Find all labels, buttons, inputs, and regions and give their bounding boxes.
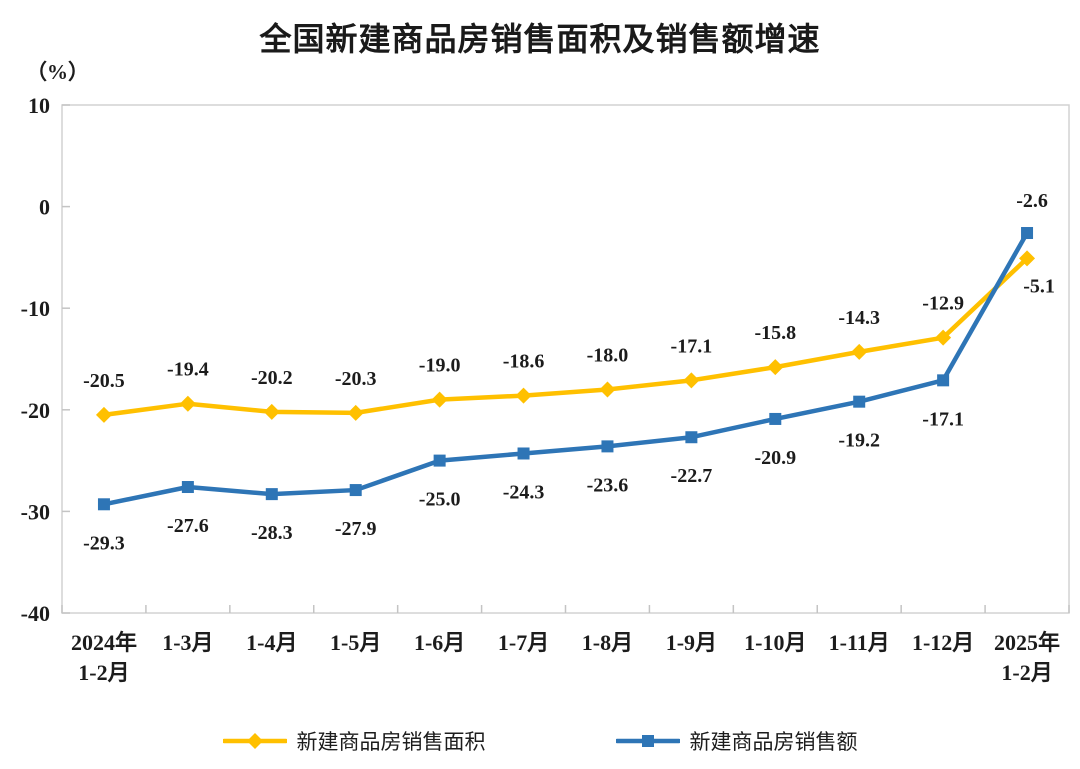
data-point-label: -14.3	[838, 307, 880, 329]
y-tick-label: -40	[21, 601, 50, 626]
data-point-marker	[97, 498, 110, 511]
data-point-label: -19.2	[838, 430, 880, 452]
data-point-marker	[515, 387, 532, 404]
data-point-label: -19.4	[167, 359, 209, 381]
series-line-sales-area	[101, 256, 1030, 418]
y-tick-label: -30	[21, 499, 50, 524]
x-category-label: 2024年 1-2月	[71, 630, 137, 685]
data-point-marker	[599, 381, 616, 398]
chart-legend: 新建商品房销售面积 新建商品房销售额	[0, 726, 1080, 756]
data-point-marker	[851, 343, 868, 360]
data-point-label: -22.7	[671, 465, 713, 487]
data-point-label: -27.6	[167, 515, 209, 537]
diamond-line-marker-icon	[222, 733, 287, 749]
y-axis-unit-label: （%）	[26, 60, 89, 84]
data-point-marker	[349, 484, 362, 497]
data-point-label: -23.6	[587, 474, 629, 496]
data-point-marker	[265, 488, 278, 501]
y-tick-label: 10	[28, 93, 50, 118]
data-point-marker	[601, 440, 614, 453]
data-point-marker	[431, 391, 448, 408]
y-tick-label: 0	[39, 195, 50, 220]
data-point-label: -18.0	[587, 344, 629, 366]
legend-label: 新建商品房销售额	[689, 730, 858, 754]
data-point-label: -24.3	[503, 481, 545, 503]
x-category-label: 1-5月	[330, 630, 381, 655]
x-category-label: 1-6月	[414, 630, 465, 655]
data-point-marker	[935, 329, 952, 346]
square-line-marker-icon	[615, 735, 680, 747]
data-point-marker	[1021, 227, 1034, 240]
x-category-label: 1-11月	[829, 630, 890, 655]
data-point-marker	[937, 374, 950, 387]
data-point-marker	[853, 395, 866, 408]
data-point-marker	[769, 412, 782, 425]
data-point-marker	[1019, 250, 1036, 267]
data-point-label: -29.3	[83, 532, 125, 554]
data-point-label: -5.1	[1023, 275, 1055, 297]
legend-label: 新建商品房销售面积	[296, 730, 486, 754]
x-category-label: 1-7月	[498, 630, 549, 655]
data-point-label: -27.9	[335, 518, 377, 540]
x-category-label: 1-10月	[744, 630, 806, 655]
data-point-marker	[517, 447, 530, 460]
data-point-marker	[767, 359, 784, 376]
data-point-marker	[683, 372, 700, 389]
x-category-label: 2025年 1-2月	[994, 630, 1060, 685]
data-point-marker	[433, 454, 446, 467]
data-point-label: -17.1	[671, 335, 713, 357]
data-point-marker	[685, 431, 698, 444]
data-point-label: -17.1	[922, 408, 964, 430]
plot-border	[61, 104, 1070, 614]
y-tick-label: -10	[21, 296, 50, 321]
data-point-label: -28.3	[251, 522, 293, 544]
data-point-label: -18.6	[503, 351, 545, 373]
x-category-label: 1-4月	[246, 630, 297, 655]
x-category-label: 1-9月	[666, 630, 717, 655]
data-point-label: -20.9	[754, 447, 796, 469]
data-point-marker	[263, 403, 280, 420]
legend-item-sales-area: 新建商品房销售面积	[222, 726, 486, 756]
data-point-label: -20.2	[251, 367, 293, 389]
data-point-marker	[95, 406, 112, 423]
legend-item-sales-amount: 新建商品房销售额	[615, 726, 858, 756]
data-point-label: -20.5	[83, 370, 125, 392]
data-point-label: -12.9	[922, 293, 964, 315]
data-point-label: -25.0	[419, 489, 461, 511]
data-point-marker	[181, 481, 194, 494]
data-point-label: -20.3	[335, 368, 377, 390]
data-point-marker	[347, 404, 364, 421]
data-point-label: -19.0	[419, 355, 461, 377]
chart-title: 全国新建商品房销售面积及销售额增速	[259, 21, 821, 57]
data-point-label: -15.8	[754, 322, 796, 344]
x-category-label: 1-12月	[912, 630, 974, 655]
y-tick-label: -20	[21, 398, 50, 423]
x-category-label: 1-3月	[162, 630, 213, 655]
data-point-label: -2.6	[1016, 190, 1048, 212]
series-line-sales-amount	[101, 230, 1030, 507]
data-point-marker	[179, 395, 196, 412]
x-category-label: 1-8月	[582, 630, 633, 655]
